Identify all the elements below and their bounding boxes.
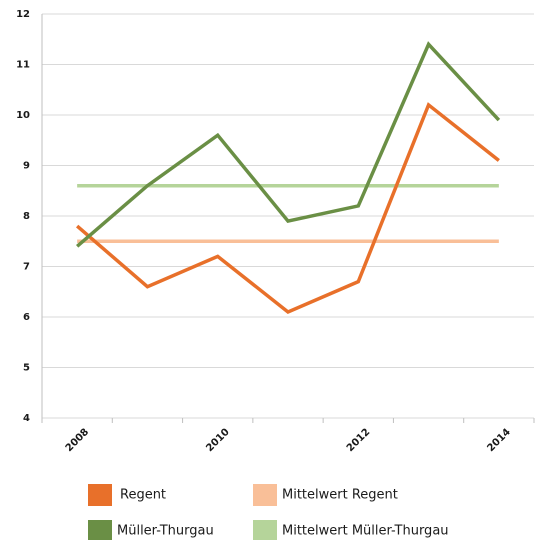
y-tick-label: 10	[16, 110, 30, 121]
x-tick-label: 2008	[64, 427, 91, 454]
y-tick-label: 12	[16, 9, 30, 20]
x-tick-label: 2010	[204, 427, 231, 454]
legend-label: Mittelwert Müller-Thurgau	[282, 524, 449, 539]
legend-swatch	[253, 484, 277, 506]
y-tick-label: 7	[23, 262, 30, 273]
y-tick-label: 6	[23, 312, 30, 323]
y-tick-label: 5	[23, 363, 30, 374]
legend-swatch	[88, 484, 112, 506]
x-tick-label: 2014	[485, 427, 512, 454]
legend-label: Regent	[120, 488, 166, 503]
legend-label: Müller-Thurgau	[117, 524, 214, 539]
series-line	[76, 102, 500, 314]
y-tick-label: 9	[23, 161, 30, 172]
x-tick-label: 2012	[345, 427, 372, 454]
y-tick-label: 4	[23, 413, 30, 424]
legend-swatch	[253, 520, 277, 540]
series-line	[76, 41, 501, 248]
legend-swatch	[88, 520, 112, 540]
legend-label: Mittelwert Regent	[282, 488, 398, 503]
y-tick-label: 11	[16, 60, 30, 71]
y-tick-label: 8	[23, 211, 30, 222]
